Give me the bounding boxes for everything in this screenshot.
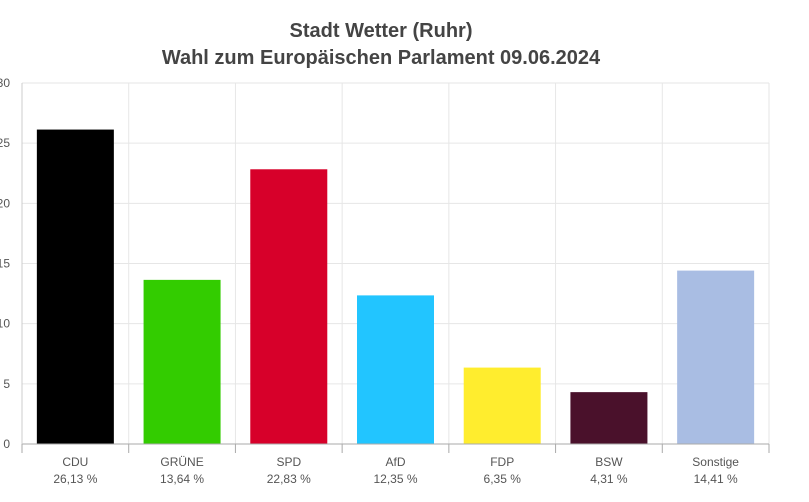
x-category-label: GRÜNE: [160, 455, 203, 469]
y-tick-label: 30: [0, 76, 10, 90]
bar-afd[interactable]: [357, 295, 434, 444]
x-category-label: AfD: [385, 455, 405, 469]
x-category-label: FDP: [490, 455, 514, 469]
x-category-label: CDU: [62, 455, 88, 469]
bar-value-label: 14,41 %: [694, 472, 738, 486]
chart-subtitle: Wahl zum Europäischen Parlament 09.06.20…: [161, 47, 601, 69]
x-category-label: Sonstige: [692, 455, 739, 469]
bar-value-label: 22,83 %: [267, 472, 311, 486]
bar-bsw[interactable]: [570, 392, 648, 444]
bar-cdu[interactable]: [36, 129, 114, 444]
bar-fdp[interactable]: [463, 367, 541, 444]
x-category-label: SPD: [276, 455, 301, 469]
y-tick-label: 5: [3, 377, 10, 391]
bar-spd[interactable]: [250, 169, 328, 445]
bar-grüne[interactable]: [143, 279, 221, 444]
y-tick-label: 25: [0, 136, 10, 150]
bar-value-label: 12,35 %: [373, 472, 417, 486]
chart-title: Stadt Wetter (Ruhr): [289, 20, 473, 42]
bar-value-label: 13,64 %: [160, 472, 204, 486]
bar-value-label: 4,31 %: [590, 472, 628, 486]
y-tick-label: 10: [0, 317, 10, 331]
bar-value-label: 6,35 %: [484, 472, 522, 486]
labels: 0 5 10 15 20 25 30 CDU 26,13 % GRÜNE 13,64 % SPD 22,…: [0, 76, 739, 486]
x-category-label: BSW: [595, 455, 623, 469]
bars: [36, 129, 755, 445]
axes: [21, 83, 770, 453]
bar-value-label: 26,13 %: [53, 472, 97, 486]
y-tick-label: 0: [3, 437, 10, 451]
bar-sonstige[interactable]: [677, 270, 755, 444]
y-tick-label: 15: [0, 257, 10, 271]
y-tick-label: 20: [0, 196, 10, 210]
